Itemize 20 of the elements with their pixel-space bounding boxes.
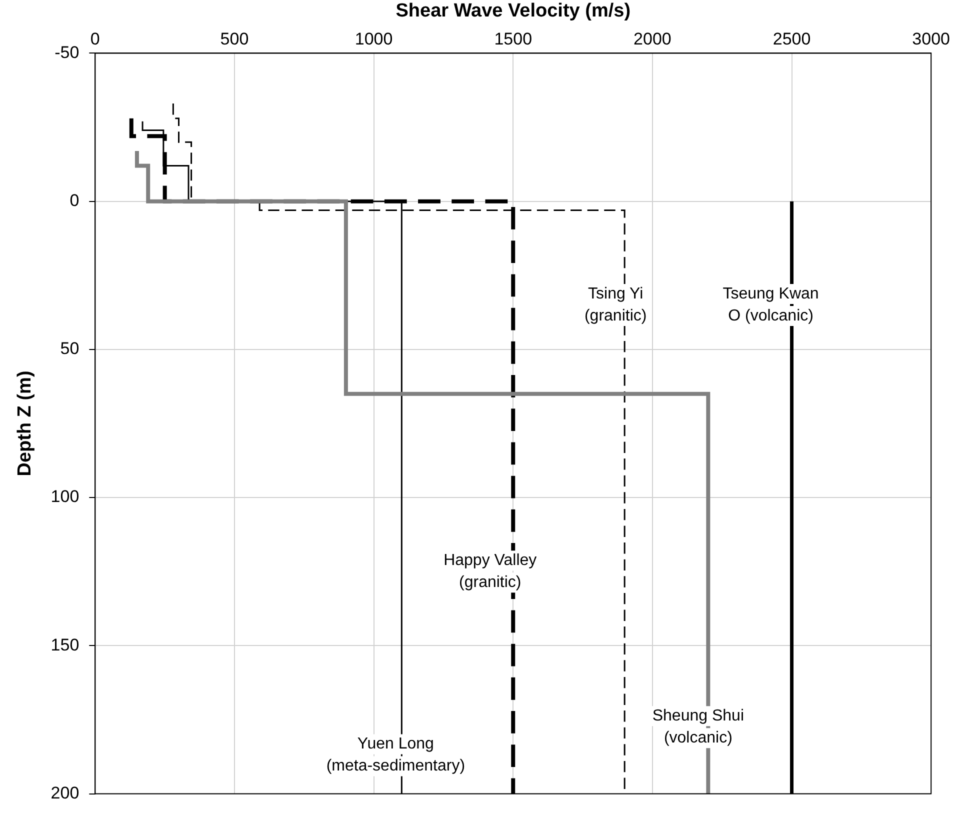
y-tick-label: 200: [50, 783, 80, 802]
y-tick-label: 0: [70, 191, 80, 210]
y-axis-title: Depth Z (m): [14, 370, 36, 476]
x-tick-label: 2500: [772, 30, 811, 49]
x-tick-label: 2000: [634, 30, 672, 49]
y-tick-label: 100: [50, 487, 80, 506]
series-label: Sheung Shui (volcanic): [652, 708, 744, 747]
x-tick-label: 3000: [912, 30, 950, 49]
x-tick-label: 500: [220, 30, 249, 49]
y-tick-label: -50: [54, 42, 80, 62]
x-tick-label: 0: [90, 30, 100, 49]
x-tick-label: 1000: [354, 30, 393, 49]
series-label: Yuen Long (meta-sedimentary): [326, 736, 466, 775]
series-label: Tsing Yi (granitic): [584, 285, 647, 324]
y-tick-label: 50: [60, 339, 80, 358]
y-tick-label: 150: [50, 635, 80, 654]
x-tick-label: 1500: [494, 30, 532, 49]
x-axis-title: Shear Wave Velocity (m/s): [396, 0, 631, 22]
series-label: Happy Valley (granitic): [444, 552, 537, 592]
series-label: Tseung Kwan O (volcanic): [722, 285, 819, 324]
